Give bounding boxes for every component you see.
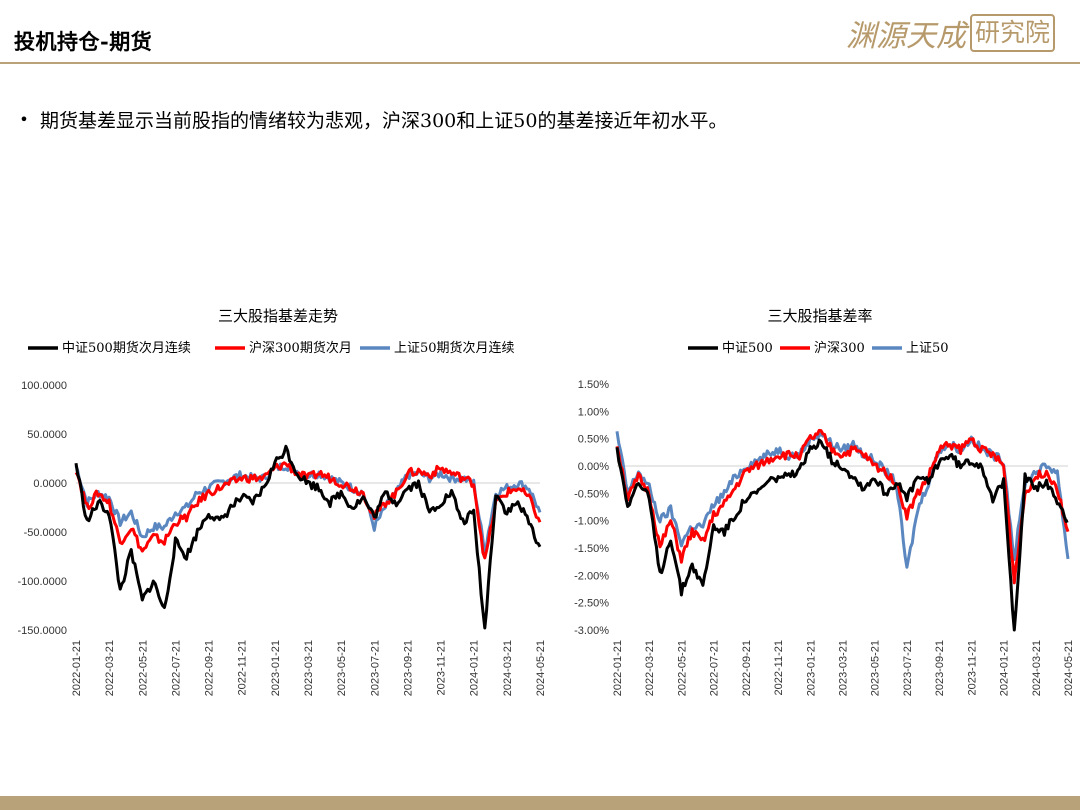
x-tick-label: 2023-03-21 — [838, 640, 850, 696]
y-tick-label: -3.00% — [574, 625, 609, 637]
x-tick-label: 2023-01-21 — [270, 640, 282, 696]
x-tick-label: 2022-05-21 — [676, 640, 688, 696]
x-tick-label: 2022-07-21 — [709, 640, 721, 696]
y-tick-label: -150.0000 — [17, 625, 67, 637]
y-tick-label: 1.00% — [578, 406, 609, 418]
x-tick-label: 2024-03-21 — [502, 640, 514, 696]
x-tick-label: 2024-05-21 — [1063, 640, 1075, 696]
y-tick-label: -100.0000 — [17, 576, 67, 588]
x-tick-label: 2024-01-21 — [469, 640, 481, 696]
logo-script: 渊源天成 — [846, 19, 966, 54]
y-tick-label: 0.50% — [578, 434, 609, 446]
header: 投机持仓-期货 渊源天成 研究院 — [0, 0, 1080, 64]
y-tick-label: -2.00% — [574, 570, 609, 582]
y-tick-label: -1.00% — [574, 516, 609, 528]
x-tick-label: 2023-07-21 — [369, 640, 381, 696]
x-tick-label: 2024-05-21 — [535, 640, 547, 696]
header-divider — [0, 62, 1080, 64]
y-tick-label: 0.00% — [578, 461, 609, 473]
y-tick-label: 1.50% — [578, 379, 609, 391]
legend-label: 中证500期货次月连续 — [62, 340, 191, 356]
y-tick-label: 100.0000 — [21, 380, 67, 392]
legend-label: 上证50 — [906, 341, 949, 356]
y-tick-label: -1.50% — [574, 543, 609, 555]
x-tick-label: 2023-05-21 — [336, 640, 348, 696]
x-tick-label: 2023-07-21 — [902, 640, 914, 696]
x-tick-label: 2023-09-21 — [402, 640, 414, 696]
x-tick-label: 2022-09-21 — [741, 640, 753, 696]
x-tick-label: 2022-01-21 — [612, 640, 624, 696]
chart-title: 三大股指基差率 — [767, 307, 872, 325]
x-tick-label: 2022-03-21 — [104, 640, 116, 696]
x-tick-label: 2024-03-21 — [1031, 640, 1043, 696]
x-tick-label: 2023-11-21 — [966, 640, 978, 695]
x-tick-label: 2022-09-21 — [204, 640, 216, 696]
logo-box: 研究院 — [970, 14, 1056, 52]
legend-label: 沪深300 — [814, 340, 865, 356]
x-tick-label: 2023-01-21 — [805, 640, 817, 696]
x-tick-label: 2023-09-21 — [934, 640, 946, 696]
legend-label: 中证500 — [722, 341, 773, 356]
logo: 渊源天成 研究院 — [846, 12, 1058, 54]
y-tick-label: 50.0000 — [27, 429, 67, 441]
x-tick-label: 2022-05-21 — [137, 640, 149, 696]
x-tick-label: 2022-03-21 — [644, 640, 656, 696]
x-tick-label: 2022-11-21 — [773, 640, 785, 695]
y-tick-label: -50.0000 — [24, 527, 67, 539]
y-tick-label: -2.50% — [574, 598, 609, 610]
x-tick-label: 2022-11-21 — [237, 640, 249, 695]
x-tick-label: 2022-07-21 — [170, 640, 182, 696]
x-tick-label: 2023-11-21 — [436, 640, 448, 695]
y-tick-label: -0.50% — [574, 488, 609, 500]
legend-label: 上证50期货次月连续 — [394, 340, 515, 356]
series-line — [74, 444, 542, 630]
series-line — [615, 438, 1069, 632]
series-line — [615, 428, 1070, 585]
bullet-text: 期货基差显示当前股指的情绪较为悲观，沪深300和上证50的基差接近年初水平。 — [40, 110, 728, 132]
x-tick-label: 2022-01-21 — [71, 640, 83, 696]
footer-bar — [0, 796, 1080, 810]
page-title: 投机持仓-期货 — [14, 29, 153, 54]
x-tick-label: 2023-05-21 — [870, 640, 882, 696]
bullet-icon: • — [19, 110, 29, 129]
legend-label: 沪深300期货次月 — [249, 340, 352, 356]
series-line — [74, 461, 542, 560]
bullet-point: • 期货基差显示当前股指的情绪较为悲观，沪深300和上证50的基差接近年初水平。 — [8, 106, 727, 133]
y-tick-label: 0.0000 — [33, 478, 67, 490]
x-tick-label: 2024-01-21 — [999, 640, 1011, 696]
chart-title: 三大股指基差走势 — [218, 307, 338, 325]
x-tick-label: 2023-03-21 — [303, 640, 315, 696]
